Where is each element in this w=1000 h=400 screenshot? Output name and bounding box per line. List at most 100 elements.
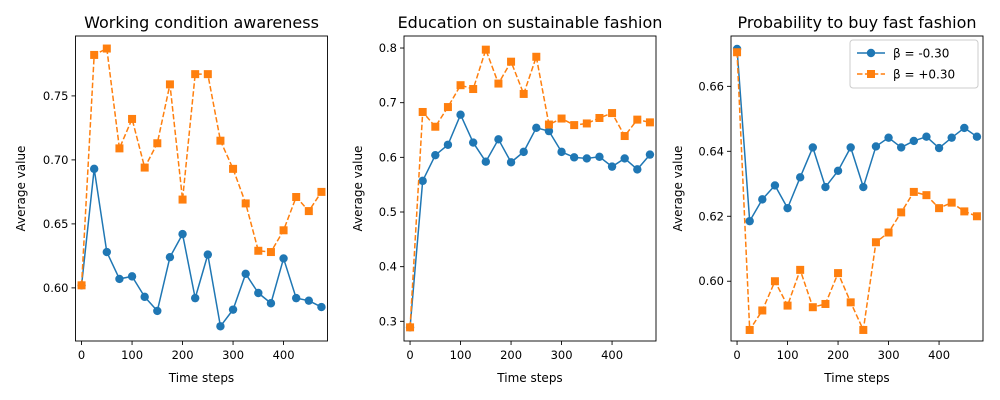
data-point-square — [633, 115, 642, 124]
data-point-square — [834, 269, 843, 278]
data-point-circle — [633, 165, 642, 174]
chart-panel-probability-to-buy-fast-fashion: Probability to buy fast fashion 0 100 200 3… — [671, 13, 984, 385]
data-point-circle — [922, 132, 931, 141]
legend-marker-swatch — [867, 70, 875, 78]
y-tick-label: 0.64 — [698, 144, 724, 158]
data-point-square — [620, 132, 629, 141]
data-point-square — [128, 114, 137, 123]
data-point-square — [140, 163, 149, 172]
data-point-circle — [89, 164, 99, 174]
data-point-circle — [190, 293, 200, 303]
data-point-circle — [165, 252, 175, 262]
y-tick-label: 0.65 — [43, 217, 69, 231]
plot-frame — [75, 35, 328, 342]
data-point-circle — [102, 247, 112, 257]
plot-frame — [730, 35, 984, 342]
data-point-circle — [645, 150, 655, 159]
x-tick-label: 200 — [500, 348, 522, 362]
data-point-square — [846, 298, 855, 307]
y-tick-label: 0.62 — [698, 209, 724, 223]
y-axis-label: Average value — [671, 146, 685, 232]
y-tick-label: 0.6 — [379, 150, 397, 164]
legend: β = -0.30 β = +0.30 — [849, 39, 979, 89]
data-point-circle — [783, 203, 792, 213]
data-point-square — [406, 323, 415, 332]
data-point-circle — [304, 296, 314, 305]
data-point-square — [178, 195, 187, 204]
x-tick-label: 100 — [450, 348, 472, 362]
y-axis-label: Average value — [14, 146, 28, 232]
data-point-square — [947, 198, 956, 207]
data-point-square — [821, 299, 830, 308]
data-point-square — [254, 246, 263, 255]
data-point-square — [922, 191, 931, 200]
data-point-square — [557, 114, 566, 123]
data-point-circle — [291, 293, 301, 303]
data-point-square — [481, 45, 490, 54]
data-point-circle — [595, 152, 604, 161]
data-point-square — [808, 303, 817, 312]
data-point-square — [796, 265, 805, 274]
data-point-circle — [203, 250, 213, 259]
y-tick-label: 0.7 — [379, 96, 397, 110]
data-point-square — [292, 193, 301, 202]
data-point-circle — [620, 154, 629, 163]
legend-frame — [849, 39, 979, 89]
x-tick-label: 400 — [928, 348, 950, 362]
data-point-circle — [544, 126, 554, 136]
data-point-circle — [745, 216, 754, 226]
data-point-circle — [770, 181, 780, 190]
data-point-circle — [808, 143, 818, 152]
data-point-square — [570, 121, 579, 130]
data-point-square — [645, 118, 654, 127]
y-tick-label: 0.60 — [698, 274, 724, 288]
legend-marker-swatch — [866, 48, 876, 58]
data-point-circle — [228, 305, 238, 314]
data-point-square — [115, 144, 124, 153]
data-point-square — [770, 277, 779, 286]
y-tick-label: 0.75 — [43, 89, 69, 103]
data-point-square — [507, 57, 516, 66]
data-point-circle — [241, 269, 250, 279]
data-point-square — [266, 248, 275, 257]
data-point-circle — [934, 143, 944, 153]
data-point-square — [216, 136, 225, 145]
data-point-square — [165, 80, 174, 89]
x-tick-label: 100 — [121, 348, 143, 362]
chart-panel-education-on-sustainable-fashion: Education on sustainable fashion 0 100 200… — [351, 13, 662, 385]
x-axis-label: Time steps — [496, 371, 562, 385]
data-point-circle — [871, 142, 881, 151]
data-point-square — [758, 306, 767, 315]
data-point-circle — [178, 229, 187, 239]
data-point-circle — [557, 147, 566, 157]
data-point-circle — [607, 162, 617, 171]
data-point-square — [418, 107, 427, 116]
legend-label: β = -0.30 — [893, 47, 949, 61]
legend-label: β = +0.30 — [893, 68, 955, 82]
x-axis-label: Time steps — [823, 371, 889, 385]
data-point-circle — [758, 195, 767, 204]
legend-entry-beta-neg: β = -0.30 — [857, 47, 949, 61]
data-point-square — [582, 119, 591, 128]
data-point-circle — [279, 254, 288, 263]
legend-entry-beta-pos: β = +0.30 — [857, 68, 955, 82]
data-point-circle — [115, 274, 124, 284]
data-point-circle — [569, 153, 579, 162]
data-point-circle — [443, 140, 453, 149]
data-point-circle — [909, 136, 919, 146]
data-point-square — [595, 113, 604, 122]
y-tick-label: 0.60 — [43, 281, 69, 295]
chart-title: Probability to buy fast fashion — [737, 13, 976, 32]
data-point-square — [960, 207, 969, 216]
data-point-circle — [582, 154, 592, 163]
data-point-circle — [506, 158, 516, 167]
data-point-square — [102, 44, 111, 53]
data-point-square — [859, 325, 868, 334]
x-tick-label: 400 — [273, 348, 295, 362]
data-point-square — [456, 81, 465, 90]
chart-panel-working-condition-awareness: Working condition awareness 0 100 200 300 40… — [14, 13, 328, 385]
data-point-circle — [859, 182, 868, 192]
plot-frame — [403, 35, 657, 342]
data-point-circle — [884, 133, 893, 142]
data-point-circle — [216, 322, 225, 331]
